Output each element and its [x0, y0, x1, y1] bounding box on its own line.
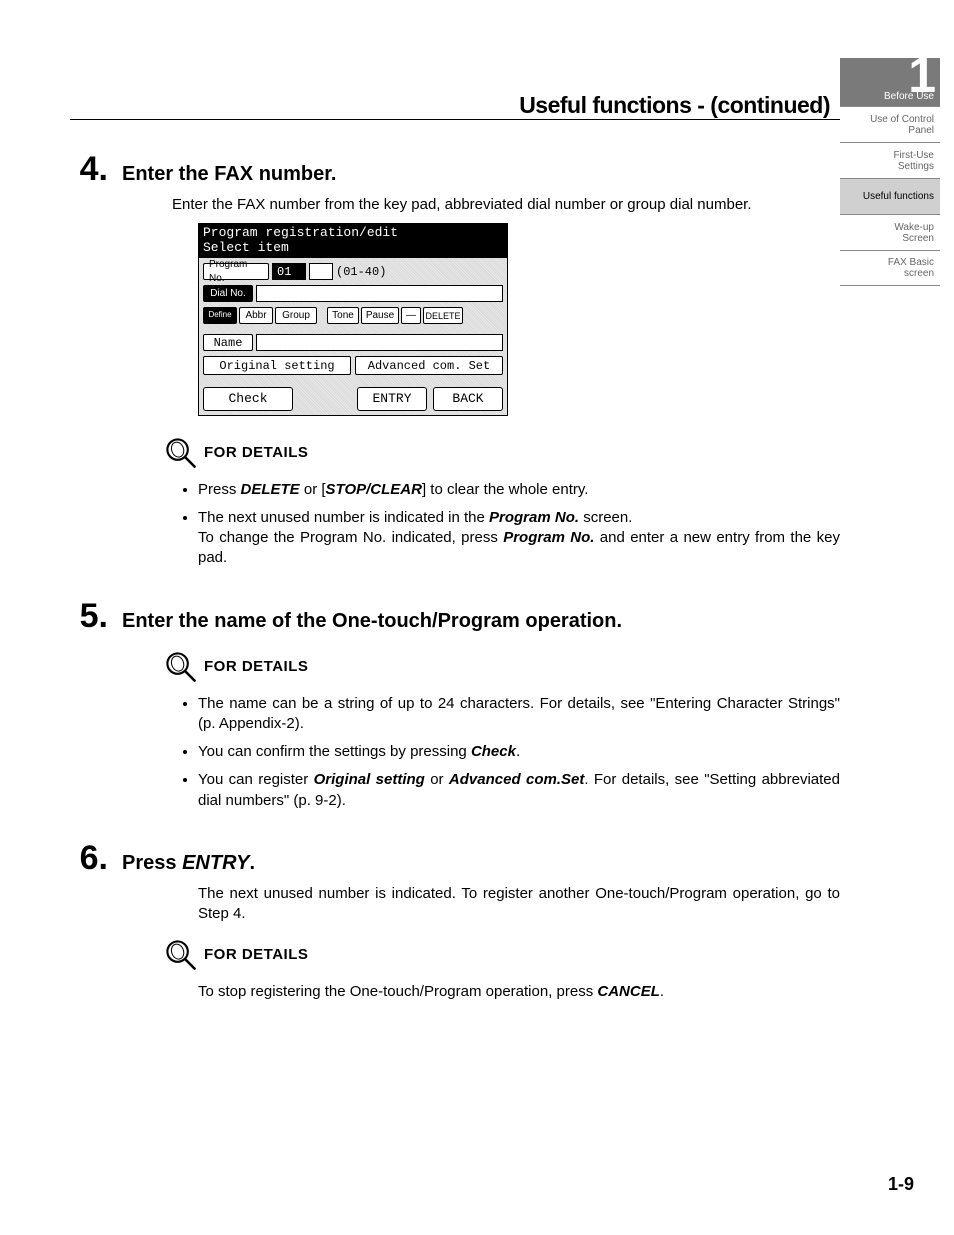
step4-detail-1: Press DELETE or [STOP/CLEAR] to clear th… [198, 480, 840, 500]
lcd-abbr-btn[interactable]: Abbr [239, 307, 273, 324]
tab-wakeup[interactable]: Wake-up Screen [840, 214, 940, 250]
step6-title: Press ENTRY. [122, 852, 255, 875]
for-details-label: FOR DETAILS [204, 657, 308, 677]
tab-useful-functions[interactable]: Useful functions [840, 178, 940, 214]
lcd-check-btn[interactable]: Check [203, 387, 293, 411]
step6-number: 6. [70, 839, 122, 878]
lcd-header: Program registration/edit Select item [199, 224, 507, 258]
step4-title: Enter the FAX number. [122, 163, 336, 186]
magnifier-icon [164, 938, 198, 972]
chapter-tab[interactable]: 1 Before Use [840, 58, 940, 106]
lcd-program-no-btn[interactable]: Program No. [203, 263, 269, 280]
magnifier-icon [164, 650, 198, 684]
step5-detail-3: You can register Original setting or Adv… [198, 770, 840, 811]
step5-detail-2: You can confirm the settings by pressing… [198, 742, 840, 762]
lcd-dial-no-btn[interactable]: Dial No. [203, 285, 253, 302]
tab-first-use[interactable]: First-Use Settings [840, 142, 940, 178]
lcd-group-btn[interactable]: Group [275, 307, 317, 324]
lcd-dial-no-field[interactable] [256, 285, 503, 302]
step5-number: 5. [70, 597, 122, 636]
lcd-panel: Program registration/edit Select item Pr… [198, 223, 508, 415]
lcd-program-range: (01-40) [336, 264, 386, 280]
tab-fax-basic[interactable]: FAX Basic screen [840, 250, 940, 286]
step5-title: Enter the name of the One-touch/Program … [122, 610, 622, 633]
lcd-program-no-val: 01 [272, 263, 306, 280]
step4-intro: Enter the FAX number from the key pad, a… [172, 195, 840, 215]
tab-control-panel[interactable]: Use of Control Panel [840, 106, 940, 142]
lcd-name-btn[interactable]: Name [203, 334, 253, 351]
step4-number: 4. [70, 150, 122, 189]
step6-intro: The next unused number is indicated. To … [198, 884, 840, 925]
lcd-entry-btn[interactable]: ENTRY [357, 387, 427, 411]
lcd-tone-btn[interactable]: Tone [327, 307, 359, 324]
lcd-original-setting-btn[interactable]: Original setting [203, 356, 351, 375]
lcd-pause-btn[interactable]: Pause [361, 307, 399, 324]
page-number: 1-9 [888, 1174, 914, 1195]
for-details-label: FOR DETAILS [204, 945, 308, 965]
lcd-back-btn[interactable]: BACK [433, 387, 503, 411]
for-details-label: FOR DETAILS [204, 443, 308, 463]
step5-detail-1: The name can be a string of up to 24 cha… [198, 694, 840, 735]
step4-detail-2: The next unused number is indicated in t… [198, 508, 840, 569]
chapter-label: Before Use [884, 91, 934, 102]
step6-detail: To stop registering the One-touch/Progra… [198, 982, 840, 1002]
lcd-name-field[interactable] [256, 334, 503, 351]
lcd-define-btn[interactable]: Define [203, 307, 237, 324]
header-rule [70, 119, 840, 120]
lcd-dash-btn[interactable]: — [401, 307, 421, 324]
lcd-advanced-com-btn[interactable]: Advanced com. Set [355, 356, 503, 375]
page-title: Useful functions - (continued) [70, 80, 840, 119]
lcd-delete-btn[interactable]: DELETE [423, 307, 463, 324]
side-nav: 1 Before Use Use of Control Panel First-… [840, 58, 940, 286]
magnifier-icon [164, 436, 198, 470]
